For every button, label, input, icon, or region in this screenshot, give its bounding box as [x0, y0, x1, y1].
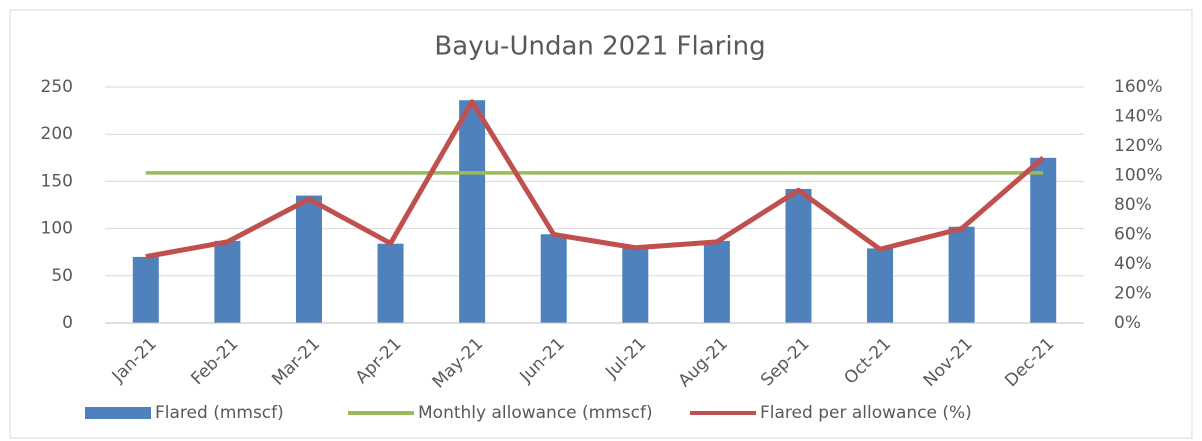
bar [785, 188, 812, 323]
y-tick-label: 0 [62, 313, 73, 333]
bar [377, 243, 404, 323]
y2-tick-label: 0% [1114, 313, 1141, 333]
bar [867, 248, 894, 323]
bar [1030, 157, 1057, 323]
bar [948, 226, 975, 323]
y-tick-label: 250 [41, 77, 73, 97]
bar [295, 195, 322, 323]
bar [703, 240, 730, 323]
y2-tick-label: 140% [1114, 107, 1163, 127]
bar [540, 234, 567, 323]
chart-frame [9, 9, 1193, 439]
y-tick-label: 100 [41, 219, 73, 239]
legend-swatch [85, 407, 151, 419]
chart-title: Bayu-Undan 2021 Flaring [434, 32, 765, 62]
legend-label: Monthly allowance (mmscf) [418, 403, 653, 423]
bar [622, 247, 649, 323]
legend-label: Flared (mmscf) [155, 403, 284, 423]
y-tick-label: 50 [51, 266, 73, 286]
y2-tick-label: 100% [1114, 166, 1163, 186]
y2-tick-label: 80% [1114, 195, 1152, 215]
line-series [145, 99, 1045, 260]
y-tick-label: 200 [41, 124, 73, 144]
legend-label: Flared per allowance (%) [760, 403, 972, 423]
y-tick-label: 150 [41, 171, 73, 191]
y2-tick-label: 40% [1114, 254, 1152, 274]
y2-tick-label: 120% [1114, 136, 1163, 156]
bar [132, 256, 159, 323]
y2-tick-label: 20% [1114, 284, 1152, 304]
bar [214, 240, 241, 323]
y2-tick-label: 60% [1114, 225, 1152, 245]
bar [459, 100, 486, 323]
y2-tick-label: 160% [1114, 77, 1163, 97]
